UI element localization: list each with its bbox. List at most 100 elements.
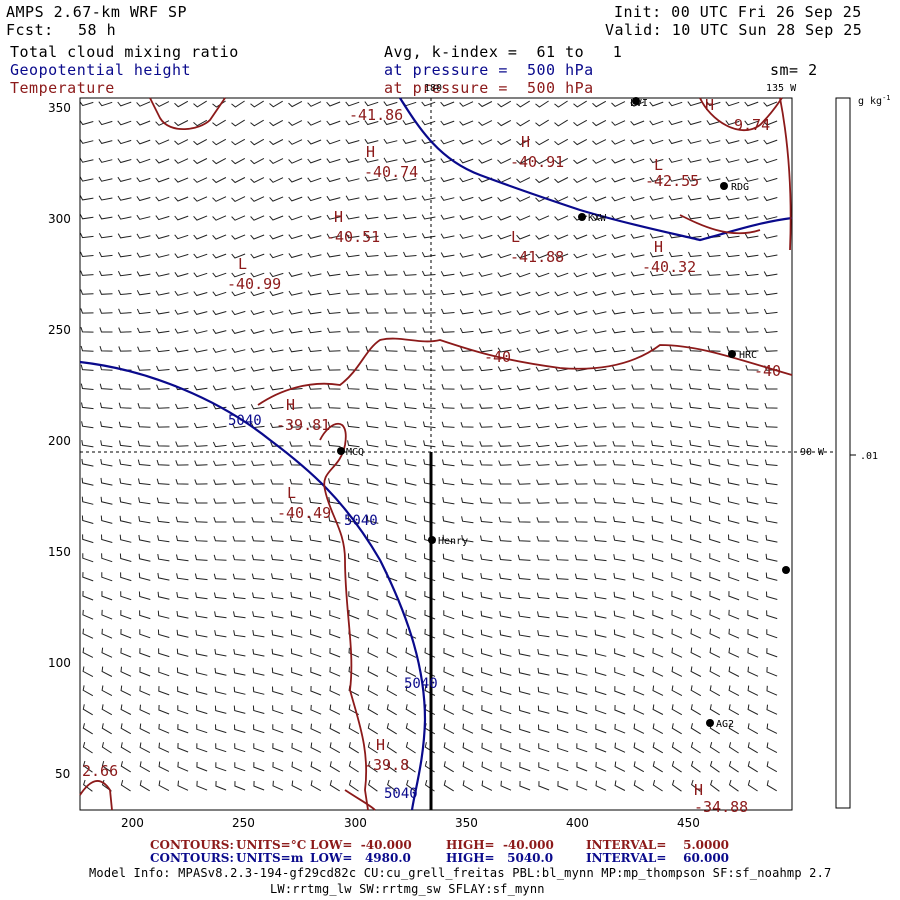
wind-barb	[459, 215, 474, 221]
wind-barb	[554, 215, 569, 221]
wind-barb	[156, 403, 170, 409]
colorbar	[835, 97, 851, 809]
wind-barb	[212, 234, 227, 240]
wind-barb	[120, 685, 132, 696]
wind-barb	[690, 590, 702, 601]
wind-barb	[478, 309, 493, 315]
wind-barb	[269, 215, 284, 221]
wind-barb	[652, 704, 664, 715]
wind-barb	[592, 347, 607, 353]
wind-barb	[478, 101, 493, 108]
wind-barb	[367, 590, 379, 601]
wind-barb	[327, 365, 341, 371]
footer-temp-units: UNITS=°C	[236, 838, 307, 852]
wind-barb	[652, 685, 664, 696]
wind-barb	[725, 157, 740, 163]
wind-barb	[155, 346, 170, 353]
wind-barb	[671, 628, 683, 639]
wind-barb	[573, 158, 588, 165]
wind-barb	[709, 647, 721, 658]
wind-barb	[310, 667, 322, 677]
wind-barb	[386, 723, 397, 735]
wind-barb	[386, 760, 397, 773]
wind-barb	[82, 760, 93, 773]
wind-barb	[291, 780, 303, 791]
wind-barb	[575, 648, 588, 657]
wind-barb	[99, 345, 113, 352]
wind-barb	[592, 309, 607, 315]
wind-barb	[307, 196, 322, 202]
wind-barb	[592, 139, 607, 146]
wind-barb	[176, 648, 189, 657]
wind-barb	[481, 742, 493, 753]
y-tick-label: 250	[48, 323, 71, 337]
wind-barb	[308, 478, 322, 485]
wind-barb	[250, 215, 265, 221]
wind-barb	[214, 686, 227, 695]
wind-barb	[174, 234, 189, 240]
wind-barb	[214, 648, 227, 657]
wind-barb	[117, 233, 132, 239]
wind-barb	[232, 554, 246, 561]
wind-barb	[516, 158, 531, 165]
wind-barb	[271, 592, 284, 600]
wind-barb	[517, 535, 531, 542]
wind-barb	[80, 270, 94, 276]
wind-barb	[196, 724, 208, 734]
wind-barb	[613, 610, 626, 619]
wind-barb	[194, 498, 208, 504]
wind-barb	[535, 329, 550, 334]
wind-barb	[689, 458, 702, 467]
wind-barb	[404, 515, 417, 524]
wind-barb	[459, 309, 474, 315]
wind-barb	[576, 705, 588, 715]
wind-barb	[708, 402, 721, 410]
wind-barb	[763, 101, 778, 107]
wind-barb	[556, 648, 569, 657]
wind-barb	[348, 761, 359, 773]
wind-barb	[232, 535, 246, 542]
wind-barb	[612, 441, 626, 447]
wind-barb	[421, 176, 436, 182]
wind-barb	[402, 138, 417, 144]
wind-barb	[706, 176, 721, 182]
wind-barb	[555, 479, 569, 485]
wind-barb	[669, 270, 683, 277]
wind-barb	[746, 459, 759, 467]
wind-barb	[82, 590, 94, 601]
temp-contour-west	[319, 423, 369, 811]
stations	[337, 97, 790, 727]
wind-barb	[404, 477, 417, 486]
wind-barb	[364, 157, 379, 163]
x-tick-label: 350	[455, 816, 478, 830]
wind-barb	[270, 535, 284, 542]
wind-barb	[367, 704, 379, 716]
wind-barb	[101, 704, 113, 716]
wind-barb	[461, 572, 474, 581]
wind-barb	[233, 705, 246, 714]
wind-barb	[497, 328, 512, 334]
wind-barb	[726, 327, 740, 333]
wind-barb	[250, 366, 265, 372]
wind-barb	[728, 723, 739, 735]
wind-barb	[288, 158, 303, 164]
wind-barb	[250, 138, 265, 146]
wind-barb	[327, 384, 341, 390]
wind-barb	[707, 383, 721, 390]
wind-barb	[384, 308, 398, 314]
wind-barb	[687, 138, 702, 144]
wind-barb	[516, 328, 531, 334]
wind-barb	[728, 704, 740, 716]
wind-barb	[345, 195, 360, 201]
wind-barb	[367, 741, 378, 754]
wind-barb	[668, 120, 683, 126]
wind-barb	[516, 119, 530, 127]
wind-barb	[630, 290, 645, 296]
wind-barb	[348, 666, 360, 677]
wind-barb	[136, 120, 151, 126]
wind-barb	[101, 591, 113, 601]
wind-barb	[193, 253, 208, 259]
wind-barb	[422, 327, 436, 333]
wind-barb	[611, 234, 626, 240]
wind-barb	[652, 572, 664, 582]
